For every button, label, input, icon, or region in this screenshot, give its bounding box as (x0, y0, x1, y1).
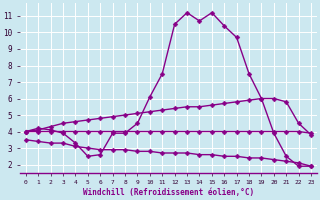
X-axis label: Windchill (Refroidissement éolien,°C): Windchill (Refroidissement éolien,°C) (83, 188, 254, 197)
